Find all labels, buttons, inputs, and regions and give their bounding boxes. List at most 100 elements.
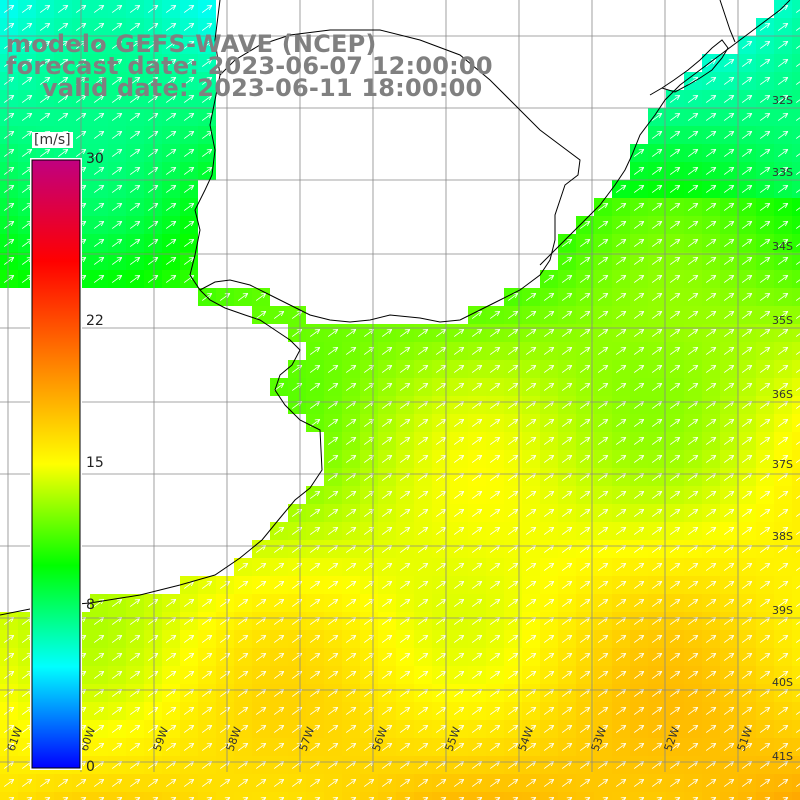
wind-arrow <box>165 41 177 49</box>
wind-arrow <box>669 203 681 211</box>
wind-arrow <box>759 59 771 67</box>
colorbar-tick-label: 22 <box>86 313 104 330</box>
wind-arrow <box>795 99 800 103</box>
wind-arrow <box>687 185 699 193</box>
wind-arrow <box>129 185 141 193</box>
wind-arrow <box>795 117 800 121</box>
speed-cell <box>792 738 800 756</box>
speed-cell <box>504 792 522 800</box>
wind-arrow <box>183 95 195 103</box>
wind-arrow <box>111 167 123 175</box>
wind-arrow <box>723 95 735 103</box>
wind-arrow <box>3 95 15 103</box>
wind-arrow <box>57 41 69 49</box>
wind-arrow <box>723 239 735 247</box>
wind-arrow <box>183 239 195 247</box>
wind-arrow <box>21 5 33 13</box>
wind-arrow <box>21 23 33 31</box>
wind-arrow <box>741 131 753 139</box>
speed-cell <box>792 36 800 54</box>
wind-arrow <box>705 203 717 211</box>
speed-cell <box>468 792 486 800</box>
speed-cell <box>792 18 800 36</box>
speed-cell <box>792 306 800 324</box>
wind-arrow <box>3 149 15 157</box>
speed-cell <box>414 792 432 800</box>
wind-arrow <box>651 239 663 247</box>
wind-arrow <box>723 149 735 157</box>
wind-arrow <box>759 131 771 139</box>
wind-arrow <box>723 59 735 67</box>
wind-arrow <box>795 225 800 229</box>
wind-arrow <box>741 59 753 67</box>
wind-arrow <box>165 221 177 229</box>
speed-cell <box>486 792 504 800</box>
speed-cell <box>792 720 800 738</box>
wind-arrow <box>669 185 681 193</box>
wind-arrow <box>129 113 141 121</box>
wind-arrow <box>3 239 15 247</box>
speed-cell <box>684 792 702 800</box>
wind-arrow <box>111 203 123 211</box>
wind-arrow <box>651 203 663 211</box>
wind-arrow <box>723 131 735 139</box>
wind-arrow <box>741 113 753 121</box>
speed-cell <box>378 792 396 800</box>
wind-arrow <box>93 95 105 103</box>
speed-cell <box>792 414 800 432</box>
speed-cell <box>774 792 792 800</box>
wind-arrow <box>669 149 681 157</box>
speed-cell <box>108 792 126 800</box>
wind-arrow <box>741 167 753 175</box>
speed-cell <box>792 792 800 800</box>
speed-cell <box>576 792 594 800</box>
wind-arrow <box>615 239 627 247</box>
wind-arrow <box>777 77 789 85</box>
wind-arrow <box>201 23 213 31</box>
speed-cell <box>180 792 198 800</box>
wind-arrow <box>795 189 800 193</box>
wind-arrow <box>3 131 15 139</box>
speed-cell <box>792 90 800 108</box>
speed-cell <box>792 378 800 396</box>
speed-cell <box>792 252 800 270</box>
wind-arrow <box>183 185 195 193</box>
speed-cell <box>792 432 800 450</box>
speed-cell <box>558 792 576 800</box>
wind-arrow <box>687 95 699 103</box>
wind-arrow <box>201 5 213 13</box>
wind-arrow <box>633 167 645 175</box>
speed-cell <box>324 792 342 800</box>
wind-arrow <box>39 95 51 103</box>
wind-arrow <box>21 113 33 121</box>
speed-cell <box>792 450 800 468</box>
speed-cell <box>792 144 800 162</box>
wind-arrow <box>705 77 717 85</box>
wind-arrow <box>597 221 609 229</box>
wind-arrow <box>651 131 663 139</box>
wind-arrow <box>21 41 33 49</box>
speed-cell <box>54 792 72 800</box>
wind-arrow <box>165 149 177 157</box>
wind-arrow <box>111 95 123 103</box>
speed-cell <box>594 792 612 800</box>
wind-arrow <box>183 221 195 229</box>
wind-arrow <box>777 221 789 229</box>
wind-arrow <box>633 185 645 193</box>
wind-arrow <box>705 185 717 193</box>
wind-arrow <box>759 167 771 175</box>
wind-arrow <box>183 41 195 49</box>
lat-label: 32S <box>772 94 793 107</box>
wind-arrow <box>39 41 51 49</box>
wind-arrow <box>129 167 141 175</box>
wind-arrow <box>777 131 789 139</box>
wind-arrow <box>759 239 771 247</box>
speed-cell <box>792 684 800 702</box>
lat-label: 38S <box>772 530 793 543</box>
wind-arrow <box>777 167 789 175</box>
wind-arrow <box>759 203 771 211</box>
wind-arrow <box>165 239 177 247</box>
wind-arrow <box>705 95 717 103</box>
colorbar-tick-label: 0 <box>86 759 95 775</box>
